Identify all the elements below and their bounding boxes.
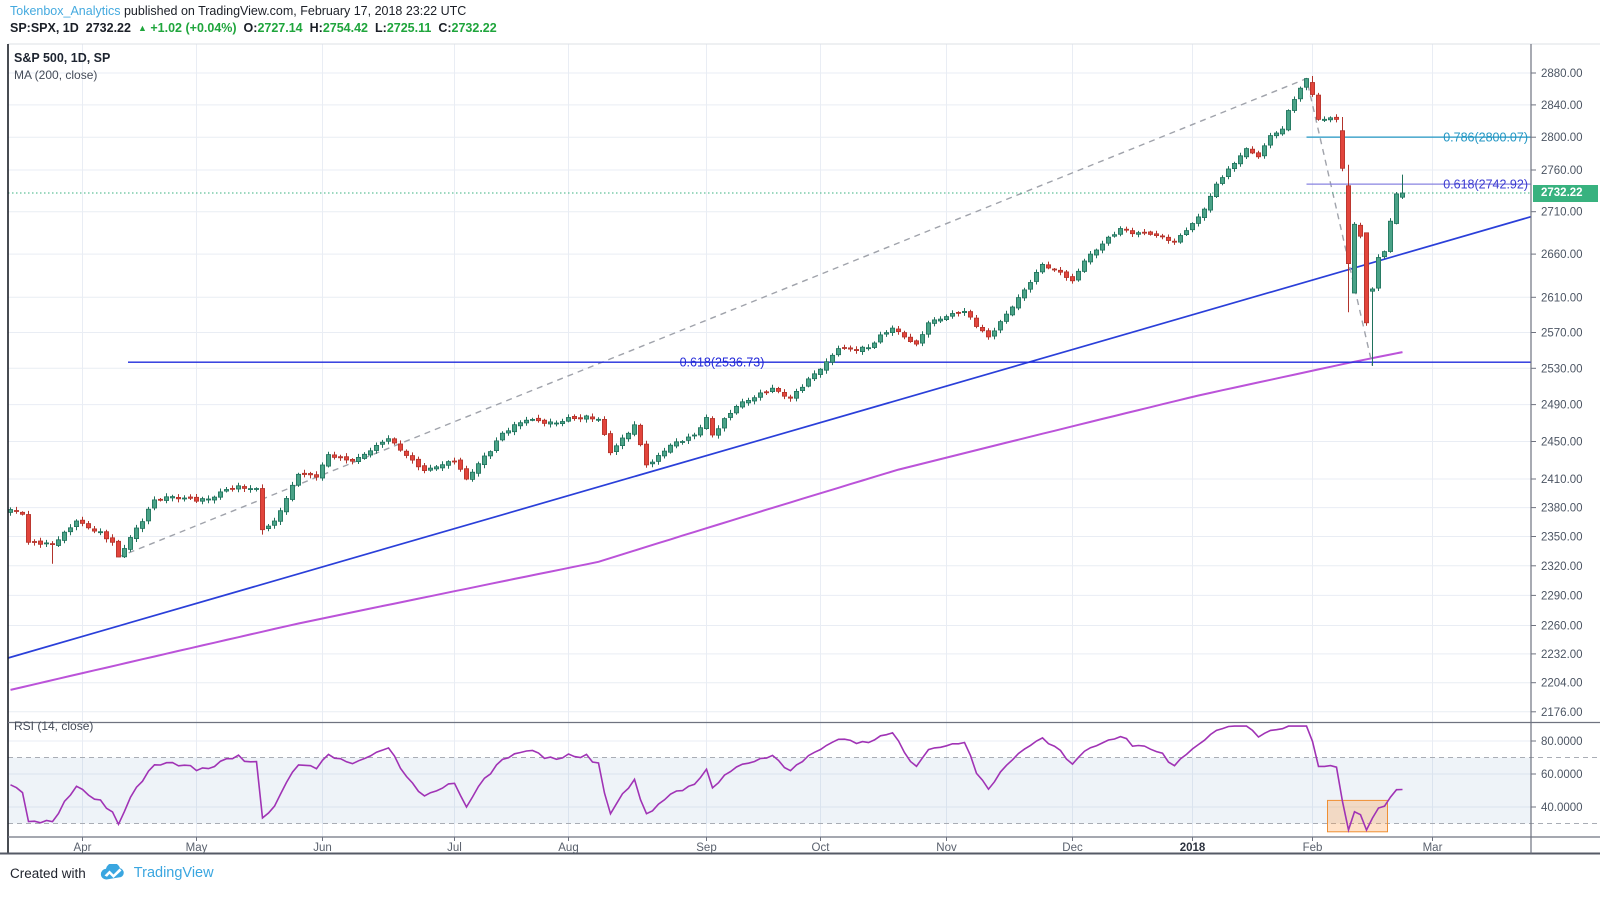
- price-tick-label: 2880.00: [1541, 68, 1583, 80]
- price-tick-label: 2660.00: [1541, 249, 1583, 261]
- price-tick-label: 2410.00: [1541, 474, 1583, 486]
- tradingview-logo-icon[interactable]: [100, 862, 126, 882]
- price-tick-label: 2204.00: [1541, 678, 1583, 690]
- time-tick-label: Dec: [1062, 842, 1083, 854]
- change-value: +1.02 (+0.04%): [150, 21, 237, 35]
- price-tick-label: 2320.00: [1541, 561, 1583, 573]
- rsi-tick-label: 40.0000: [1541, 802, 1583, 814]
- rsi-highlight-box: [1327, 799, 1388, 833]
- price-tick-label: 2760.00: [1541, 165, 1583, 177]
- price-tick-label: 2260.00: [1541, 620, 1583, 632]
- price-tick-label: 2530.00: [1541, 363, 1583, 375]
- main-legend-title: S&P 500, 1D, SP: [14, 51, 111, 65]
- byline: Tokenbox_Analytics published on TradingV…: [10, 4, 466, 18]
- time-tick-label: Mar: [1423, 842, 1443, 854]
- close-label: C:: [438, 21, 452, 35]
- footer: Created with TradingView: [10, 860, 214, 886]
- price-tick-label: 2490.00: [1541, 400, 1583, 412]
- ma-legend: MA (200, close): [14, 68, 98, 82]
- time-tick-label: Jul: [447, 842, 462, 854]
- up-arrow-icon: ▲: [137, 23, 147, 33]
- fib-label-1: 0.618(2742.92): [1443, 178, 1528, 192]
- rsi-tick-label: 60.0000: [1541, 769, 1583, 781]
- created-with-text: Created with: [10, 865, 86, 881]
- price-tick-label: 2176.00: [1541, 707, 1583, 719]
- pane-borders: [0, 43, 1600, 855]
- rsi-band: [8, 757, 1531, 824]
- time-tick-label: Apr: [74, 842, 92, 854]
- time-tick-label: Nov: [936, 842, 957, 854]
- open-label: O:: [243, 21, 258, 35]
- fib-label-2: 0.618(2536.73): [680, 356, 765, 370]
- symbol-interval: SP:SPX, 1D: [10, 21, 79, 35]
- price-axis[interactable]: 2880.00 2840.00 2800.00 2760.00 2710.00 2660.…: [1531, 68, 1583, 814]
- time-tick-label: Aug: [558, 842, 578, 854]
- grid-layer: [8, 44, 1531, 837]
- price-tick-label: 2800.00: [1541, 132, 1583, 144]
- rsi-line: [10, 725, 1403, 833]
- price-tick-label: 2232.00: [1541, 649, 1583, 661]
- price-tick-label: 2290.00: [1541, 590, 1583, 602]
- price-tick-label: 2610.00: [1541, 292, 1583, 304]
- price-tick-label: 2380.00: [1541, 503, 1583, 515]
- published-text: published on TradingView.com, February 1…: [120, 4, 467, 18]
- time-tick-label: Sep: [696, 842, 716, 854]
- last-price: 2732.22: [85, 21, 131, 35]
- fib-label-0: 0.786(2800.07): [1443, 131, 1528, 145]
- time-tick-label: Feb: [1303, 842, 1323, 854]
- time-tick-label: 2018: [1180, 842, 1206, 854]
- candles-layer: [7, 76, 1406, 564]
- price-tick-label: 2840.00: [1541, 100, 1583, 112]
- quote-line: SP:SPX, 1D 2732.22 ▲ +1.02 (+0.04%) O:2727.…: [10, 21, 497, 35]
- rsi-legend: RSI (14, close): [14, 719, 94, 733]
- high-value: 2754.42: [322, 21, 369, 35]
- time-tick-label: Jun: [313, 842, 332, 854]
- ma200-line: [10, 351, 1403, 691]
- author-link[interactable]: Tokenbox_Analytics: [10, 4, 121, 18]
- time-tick-label: Oct: [812, 842, 831, 854]
- low-value: 2725.11: [386, 21, 432, 35]
- close-value: 2732.22: [451, 21, 497, 35]
- low-label: L:: [375, 21, 387, 35]
- trendline: [7, 215, 1532, 659]
- price-tick-label: 2450.00: [1541, 437, 1583, 449]
- time-tick-label: May: [186, 842, 208, 854]
- price-tick-label: 2570.00: [1541, 328, 1583, 340]
- open-value: 2727.14: [257, 21, 303, 35]
- time-axis[interactable]: Apr May Jun Jul Aug Sep Oct Nov Dec 2018 Feb Mar: [74, 837, 1443, 854]
- tradingview-brand-link[interactable]: TradingView: [133, 865, 214, 881]
- price-tick-label: 2350.00: [1541, 531, 1583, 543]
- last-price-badge: 2732.22: [1533, 184, 1598, 202]
- price-tick-label: 2710.00: [1541, 207, 1583, 219]
- high-label: H:: [309, 21, 323, 35]
- rsi-tick-label: 80.0000: [1541, 736, 1583, 748]
